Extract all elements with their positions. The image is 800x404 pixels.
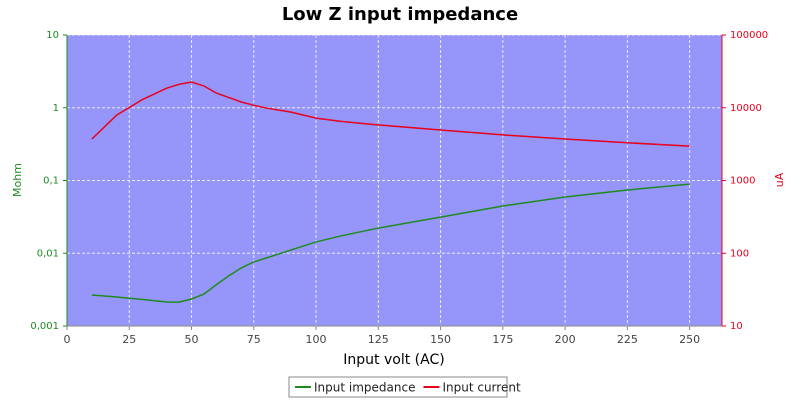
y-tick-label: 0,1 — [43, 176, 59, 187]
x-tick-label: 250 — [679, 333, 700, 346]
series-line — [91, 183, 690, 303]
x-axis-label: Input volt (AC) — [343, 352, 444, 368]
x-tick-label: 175 — [492, 333, 513, 346]
series-line — [91, 81, 690, 147]
y2-tick-label: 1000 — [730, 176, 755, 187]
x-tick-label: 75 — [247, 333, 261, 346]
y-tick-label: 10 — [46, 30, 59, 41]
x-tick-label: 125 — [368, 333, 389, 346]
y2-tick-label: 100 — [730, 248, 749, 259]
x-tick-label: 25 — [122, 333, 136, 346]
chart-title: Low Z input impedance — [282, 4, 518, 25]
x-tick-label: 150 — [430, 333, 451, 346]
x-tick-label: 50 — [185, 333, 199, 346]
y2-tick-label: 10000 — [730, 103, 762, 114]
legend-label: Input current — [442, 381, 520, 395]
x-tick-label: 200 — [555, 333, 576, 346]
y2-axis-label: uA — [773, 172, 786, 187]
y2-tick-label: 10 — [730, 321, 743, 332]
x-tick-label: 225 — [617, 333, 638, 346]
y-tick-label: 0,001 — [30, 321, 59, 332]
x-tick-label: 100 — [306, 333, 327, 346]
y-axis-label: Mohm — [11, 163, 24, 197]
legend — [288, 376, 508, 398]
y-tick-label: 0,01 — [37, 248, 59, 259]
y2-tick-label: 100000 — [730, 30, 768, 41]
x-tick-label: 0 — [64, 333, 71, 346]
y-tick-label: 1 — [53, 103, 59, 114]
legend-label: Input impedance — [314, 381, 415, 395]
